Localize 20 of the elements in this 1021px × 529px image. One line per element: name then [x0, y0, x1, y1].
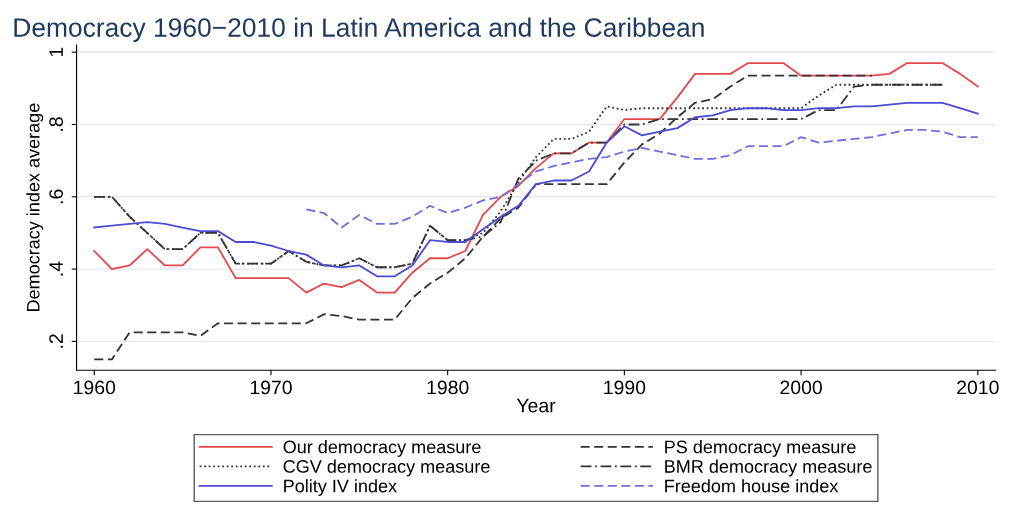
chart-title: Democracy 1960−2010 in Latin America and the Caribbean	[14, 17, 704, 43]
x-tick-label: 1970	[250, 380, 292, 395]
x-tick-label: 1980	[427, 380, 469, 395]
legend-label: CGV democracy measure	[283, 459, 490, 477]
y-axis-title: Democracy index average	[26, 103, 44, 312]
x-tick-label: 2010	[957, 380, 999, 395]
x-axis-title: Year	[516, 398, 556, 413]
y-tick-label: .2	[49, 334, 63, 348]
legend-label: Polity IV index	[284, 479, 397, 496]
x-tick-label: 1960	[74, 380, 116, 395]
y-tick-label: .8	[49, 117, 64, 131]
y-tick-label: .4	[49, 261, 63, 276]
legend-label: BMR democracy measure	[665, 459, 872, 477]
y-tick-label: 1	[49, 47, 63, 57]
legend-label: PS democracy measure	[665, 440, 856, 457]
y-tick-label: .6	[49, 189, 64, 204]
x-tick-label: 2000	[780, 380, 822, 395]
x-tick-label: 1990	[604, 380, 646, 395]
legend-label: Freedom house index	[665, 479, 839, 493]
legend-label: Our democracy measure	[283, 440, 481, 457]
